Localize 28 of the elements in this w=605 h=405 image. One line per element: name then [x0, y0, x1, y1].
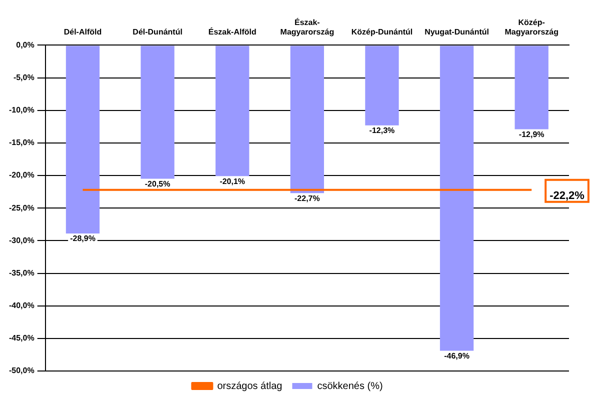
y-tick-label: -15,0% — [8, 138, 34, 148]
y-tick-label: -5,0% — [13, 72, 34, 82]
x-tick-label: Közép-Magyarország — [504, 18, 559, 37]
y-tick-label: -35,0% — [8, 268, 34, 278]
data-label: -22,7% — [294, 194, 320, 203]
y-tick-label: -30,0% — [8, 236, 34, 245]
x-tick-label: Észak-Alföld — [208, 26, 256, 37]
y-tick-label: 0,0% — [16, 40, 34, 50]
y-tick-label: -10,0% — [8, 106, 34, 115]
y-tick-label: -40,0% — [8, 301, 34, 310]
x-tick-label: Észak-Magyarország — [280, 17, 334, 37]
data-label: -20,5% — [144, 179, 170, 188]
x-tick-label: Dél-Dunántúl — [132, 28, 182, 37]
y-tick-label: -50,0% — [8, 366, 34, 376]
data-label: -20,1% — [220, 176, 246, 186]
x-tick-label: Közép-Dunántúl — [351, 28, 413, 37]
legend-label: csökkenés (%) — [317, 380, 383, 392]
y-tick-label: -45,0% — [8, 334, 34, 343]
data-label: -12,3% — [369, 126, 395, 136]
data-label: -46,9% — [444, 352, 470, 361]
x-tick-label: Dél-Alföld — [64, 28, 102, 37]
data-label: -28,9% — [70, 234, 96, 244]
data-label: -12,9% — [518, 130, 544, 139]
data-label: -22,2% — [550, 190, 585, 202]
y-tick-label: -20,0% — [8, 170, 34, 180]
x-tick-label: Nyugat-Dunántúl — [424, 28, 490, 37]
legend-label: országos átlag — [217, 380, 282, 392]
y-tick-label: -25,0% — [8, 203, 34, 212]
